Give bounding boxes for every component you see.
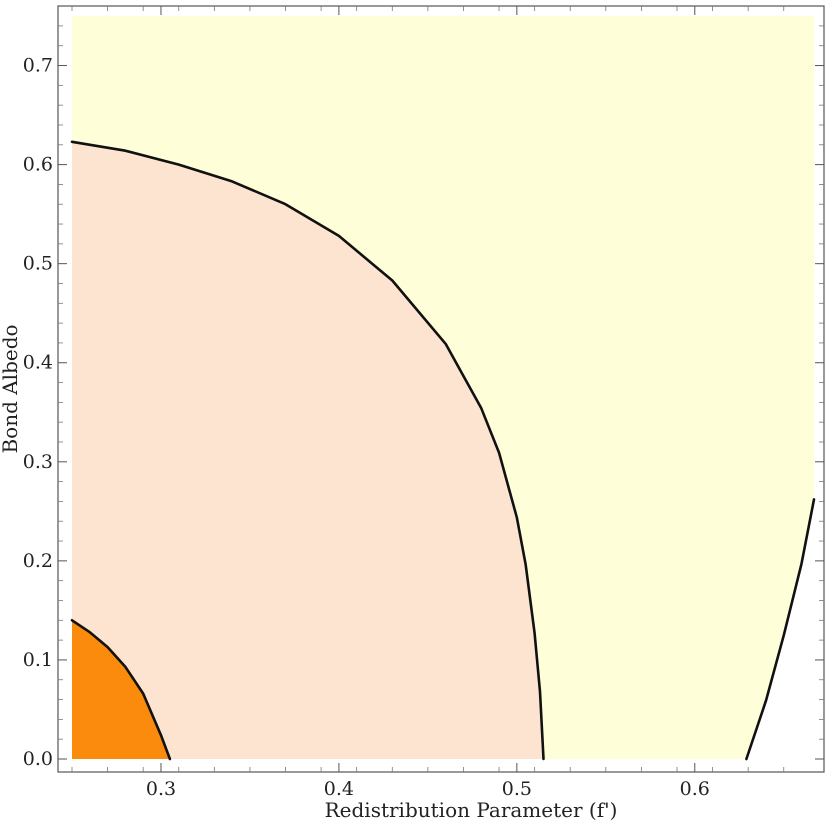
contour-line-middle [70, 140, 545, 761]
middle-region [72, 141, 544, 760]
y-tick-label: 0.0 [23, 748, 53, 770]
plot-regions [72, 16, 814, 760]
contour-lines [70, 140, 816, 761]
x-axis-label: Redistribution Parameter (f') [325, 798, 618, 822]
y-axis: 0.0 0.1 0.2 0.3 0.4 0.5 0.6 0.7 [23, 25, 824, 770]
y-tick-label: 0.3 [23, 451, 53, 473]
x-tick-label: 0.5 [502, 778, 532, 800]
inner-region [72, 620, 170, 759]
plot-frame [57, 5, 825, 773]
x-tick-label: 0.3 [146, 778, 176, 800]
contour-line-inner [70, 618, 172, 761]
y-axis-label: Bond Albedo [0, 324, 22, 453]
x-axis: 0.3 0.4 0.5 0.6 [71, 6, 785, 800]
x-tick-label: 0.4 [324, 778, 354, 800]
y-tick-label: 0.6 [23, 154, 53, 176]
x-tick-label: 0.6 [680, 778, 710, 800]
y-tick-label: 0.7 [23, 55, 53, 77]
y-tick-label: 0.1 [23, 649, 53, 671]
y-tick-label: 0.2 [23, 550, 53, 572]
y-tick-label: 0.4 [23, 352, 53, 374]
contour-line-outer [745, 498, 816, 761]
y-tick-label: 0.5 [23, 253, 53, 275]
